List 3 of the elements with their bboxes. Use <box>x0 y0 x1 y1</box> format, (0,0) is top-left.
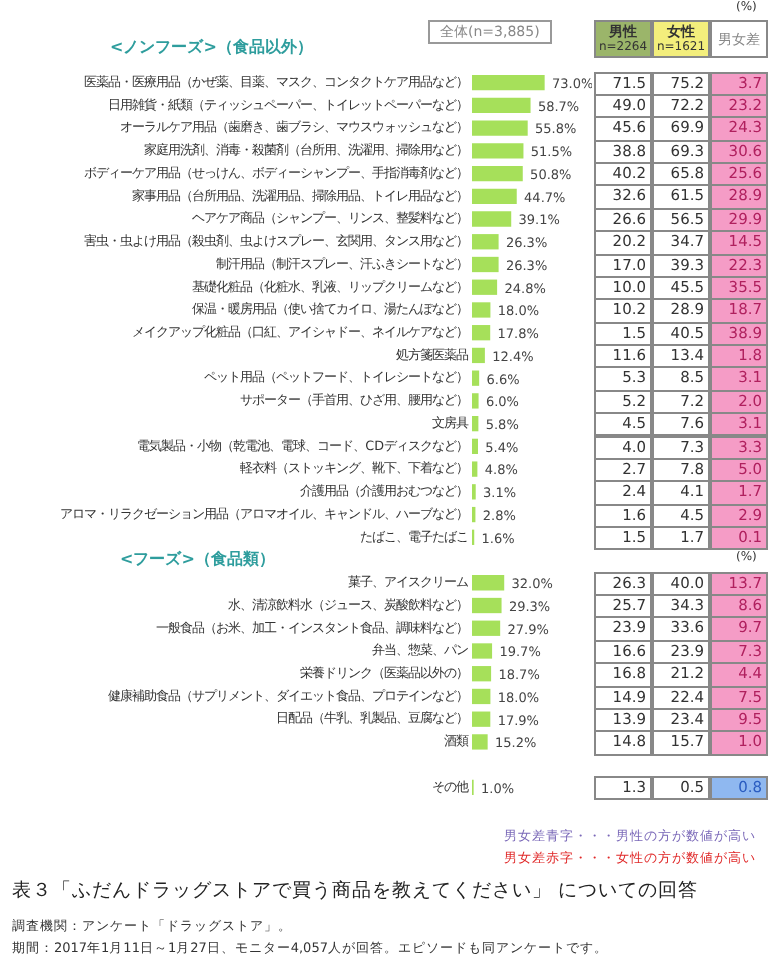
text: <フーズ>（食品類） <box>120 548 275 571</box>
text: <ノンフーズ>（食品以外） <box>110 36 313 58</box>
text: 表３「ふだんドラッグストアで買う商品を教えてください」 についての回答 <box>12 878 699 904</box>
